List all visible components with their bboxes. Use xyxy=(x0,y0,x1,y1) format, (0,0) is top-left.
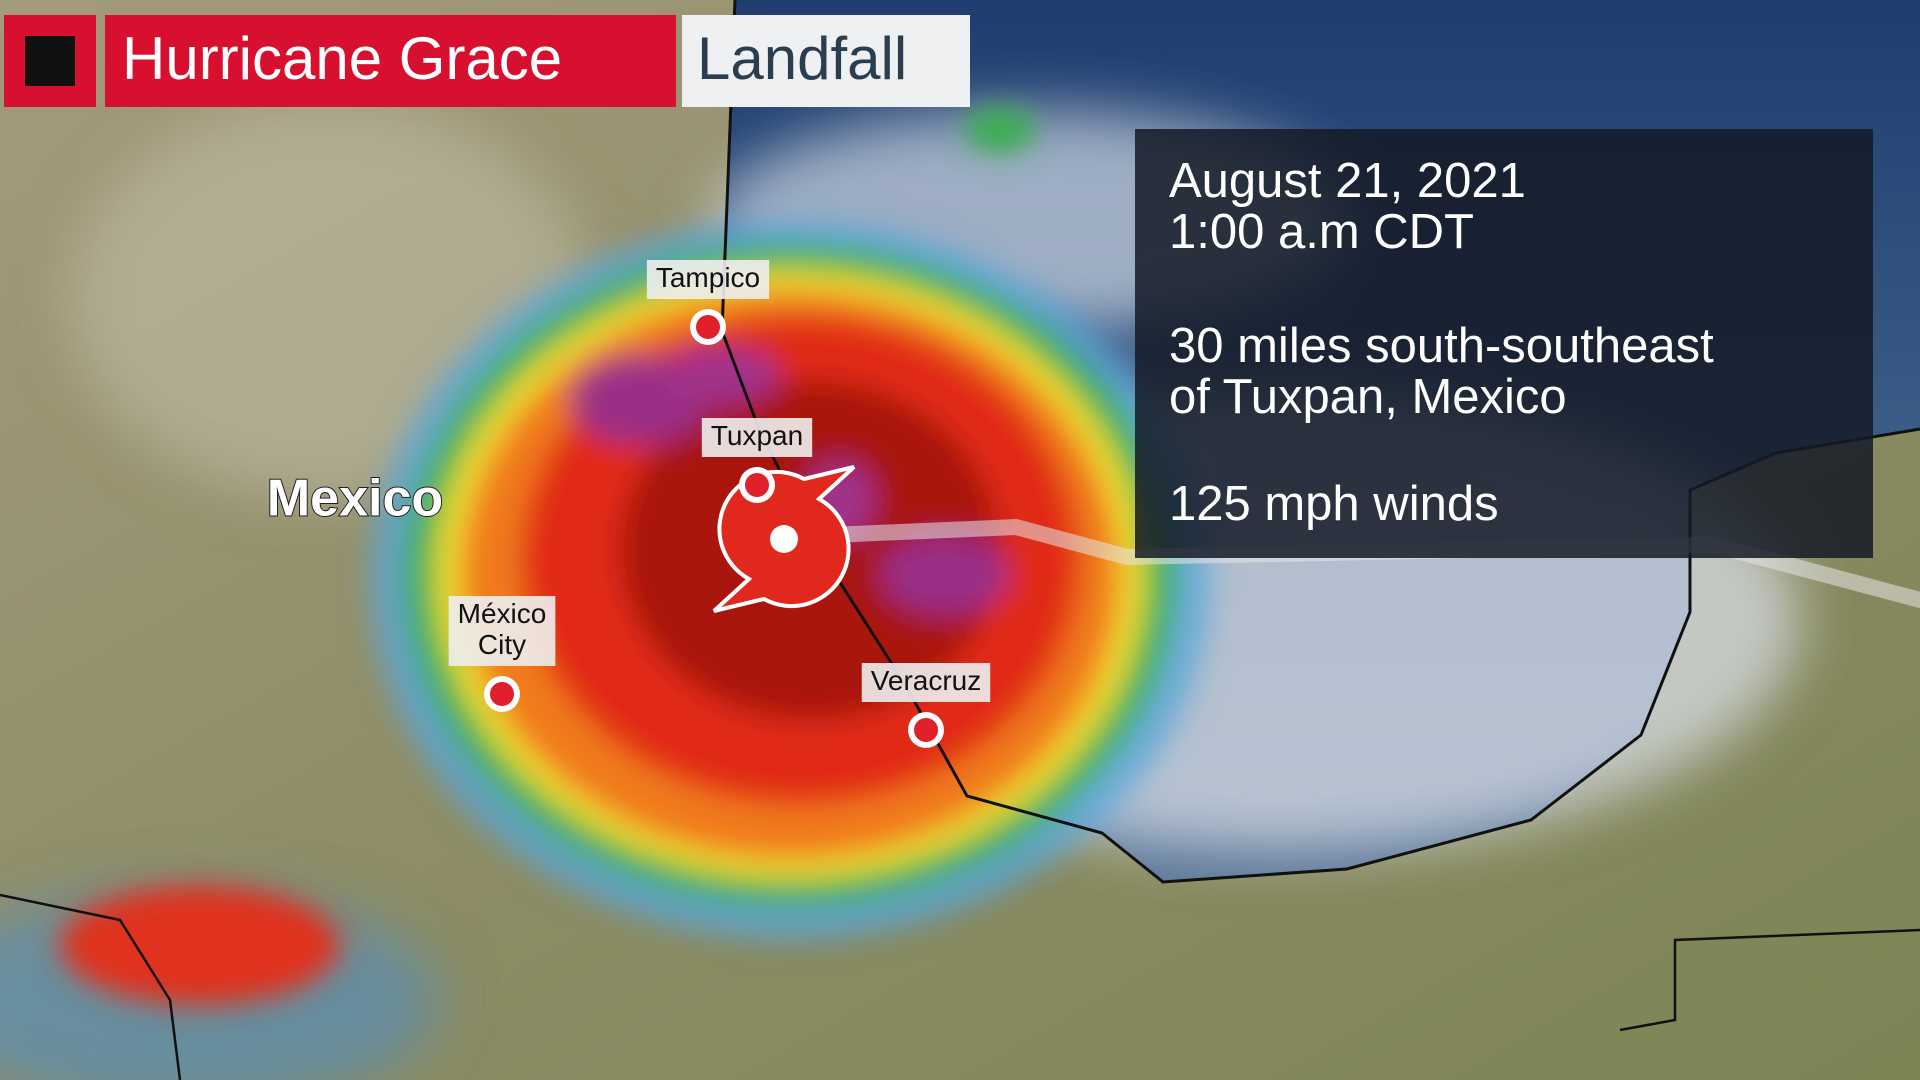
city-label: Tampico xyxy=(656,262,760,293)
header-tag: Landfall xyxy=(697,25,907,92)
info-time: 1:00 a.m CDT xyxy=(1169,205,1474,259)
hurricane-eye xyxy=(770,525,798,553)
city-label: City xyxy=(478,629,526,660)
country-label: Mexico xyxy=(267,470,443,528)
city-label: México xyxy=(458,598,547,629)
info-box xyxy=(1135,129,1873,558)
info-winds: 125 mph winds xyxy=(1169,477,1499,531)
info-date: August 21, 2021 xyxy=(1169,154,1526,208)
city-marker-dot xyxy=(745,473,769,497)
border xyxy=(0,893,1920,1080)
header-title: Hurricane Grace xyxy=(122,25,562,92)
city-label-box xyxy=(701,418,813,457)
header-icon xyxy=(25,36,75,86)
city-marker-dot xyxy=(914,718,938,742)
header-tag-box xyxy=(682,15,970,107)
city-label-box xyxy=(448,596,556,666)
radar-purple xyxy=(880,535,1010,615)
city-label: Tuxpan xyxy=(711,420,803,451)
radar-green xyxy=(965,108,1035,152)
info-location: of Tuxpan, Mexico xyxy=(1169,370,1567,424)
city-marker-dot xyxy=(696,315,720,339)
hurricane-symbol xyxy=(712,465,856,613)
radar-purple xyxy=(660,345,780,405)
info-location: 30 miles south-southeast xyxy=(1169,319,1714,373)
city-marker-dot xyxy=(490,682,514,706)
city-label: Veracruz xyxy=(871,665,982,696)
radar-red xyxy=(60,885,340,1005)
city-label-box xyxy=(646,260,770,299)
city-label-box xyxy=(861,663,991,702)
header-title-box xyxy=(105,15,676,107)
storm-track xyxy=(822,518,1920,608)
